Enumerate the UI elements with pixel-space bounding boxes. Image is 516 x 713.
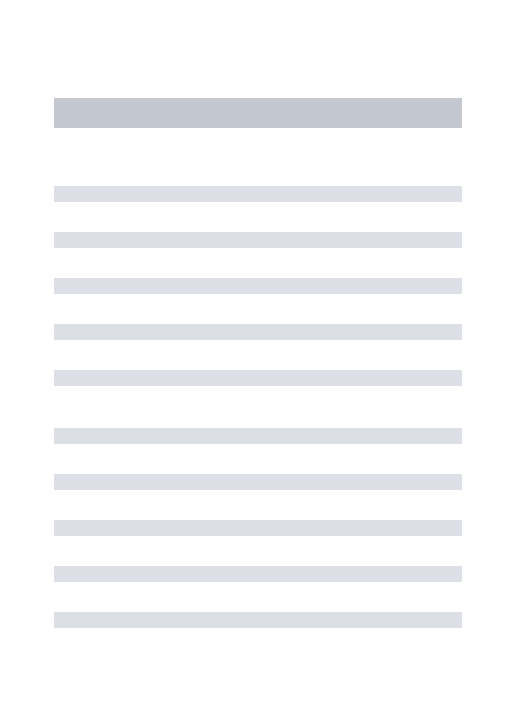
skeleton-group: [54, 428, 462, 628]
skeleton-line: [54, 278, 462, 294]
spacer: [54, 386, 462, 428]
skeleton-group: [54, 186, 462, 386]
skeleton-line: [54, 370, 462, 386]
skeleton-line: [54, 474, 462, 490]
skeleton-line: [54, 566, 462, 582]
skeleton-line: [54, 232, 462, 248]
skeleton-container: [0, 0, 516, 682]
skeleton-line: [54, 324, 462, 340]
skeleton-line: [54, 520, 462, 536]
skeleton-line: [54, 612, 462, 628]
skeleton-header: [54, 98, 462, 128]
skeleton-line: [54, 428, 462, 444]
skeleton-line: [54, 186, 462, 202]
spacer: [54, 128, 462, 186]
